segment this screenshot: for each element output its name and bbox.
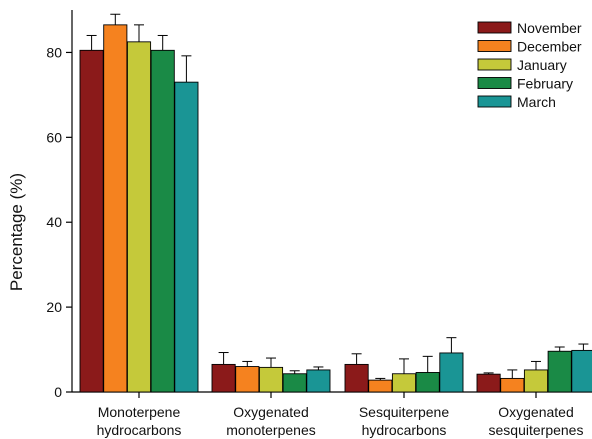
bar-march-2	[439, 352, 464, 393]
legend-label-january: January	[517, 57, 567, 73]
legend-swatch-december	[477, 40, 512, 52]
bar-november-3	[476, 373, 501, 393]
legend-label-december: December	[517, 39, 582, 55]
bar-march-3	[571, 349, 592, 393]
legend-swatch-february	[477, 77, 512, 89]
legend-swatch-november	[477, 21, 512, 34]
bar-january-1	[258, 366, 284, 393]
y-tick-label: 0	[54, 384, 62, 400]
x-category-label: sesquiterpenes	[489, 422, 584, 438]
legend-label-november: November	[517, 20, 582, 36]
y-tick-label: 80	[46, 44, 62, 60]
bar-january-2	[391, 373, 417, 393]
bar-february-2	[415, 372, 440, 393]
legend-swatch-march	[477, 95, 512, 108]
legend-label-february: February	[517, 76, 573, 92]
bar-february-3	[547, 350, 572, 393]
y-tick-label: 40	[46, 214, 62, 230]
bar-december-2	[368, 379, 393, 393]
x-category-label: Monoterpene	[98, 404, 181, 420]
x-category-label: hydrocarbons	[362, 422, 447, 438]
legend-swatch-january	[477, 58, 512, 71]
bar-november-1	[211, 363, 236, 393]
x-category-label: hydrocarbons	[97, 422, 182, 438]
legend-label-march: March	[517, 94, 556, 110]
bars	[79, 24, 592, 393]
bar-december-1	[235, 366, 260, 393]
bar-march-0	[174, 81, 199, 393]
legend: November December January February March	[477, 20, 582, 110]
y-axis-title: Percentage (%)	[7, 173, 26, 291]
bar-february-1	[282, 373, 307, 393]
axes: 0 20 40 60 80 Monoterpene hydrocarbons Oxygenat…	[46, 10, 592, 438]
y-tick-label: 60	[46, 129, 62, 145]
error-bars	[86, 13, 589, 381]
x-category-label: Oxygenated	[233, 404, 309, 420]
bar-december-0	[103, 24, 128, 393]
bar-january-3	[523, 369, 549, 393]
x-category-label: Sesquiterpene	[359, 404, 450, 420]
y-tick-label: 20	[46, 299, 62, 315]
x-category-label: monoterpenes	[226, 422, 316, 438]
bar-november-2	[344, 363, 369, 393]
bar-january-0	[126, 41, 152, 393]
bar-march-1	[306, 369, 331, 393]
x-category-label: Oxygenated	[498, 404, 574, 420]
bar-december-3	[500, 377, 525, 393]
bar-november-0	[79, 49, 104, 393]
bar-february-0	[150, 49, 175, 393]
